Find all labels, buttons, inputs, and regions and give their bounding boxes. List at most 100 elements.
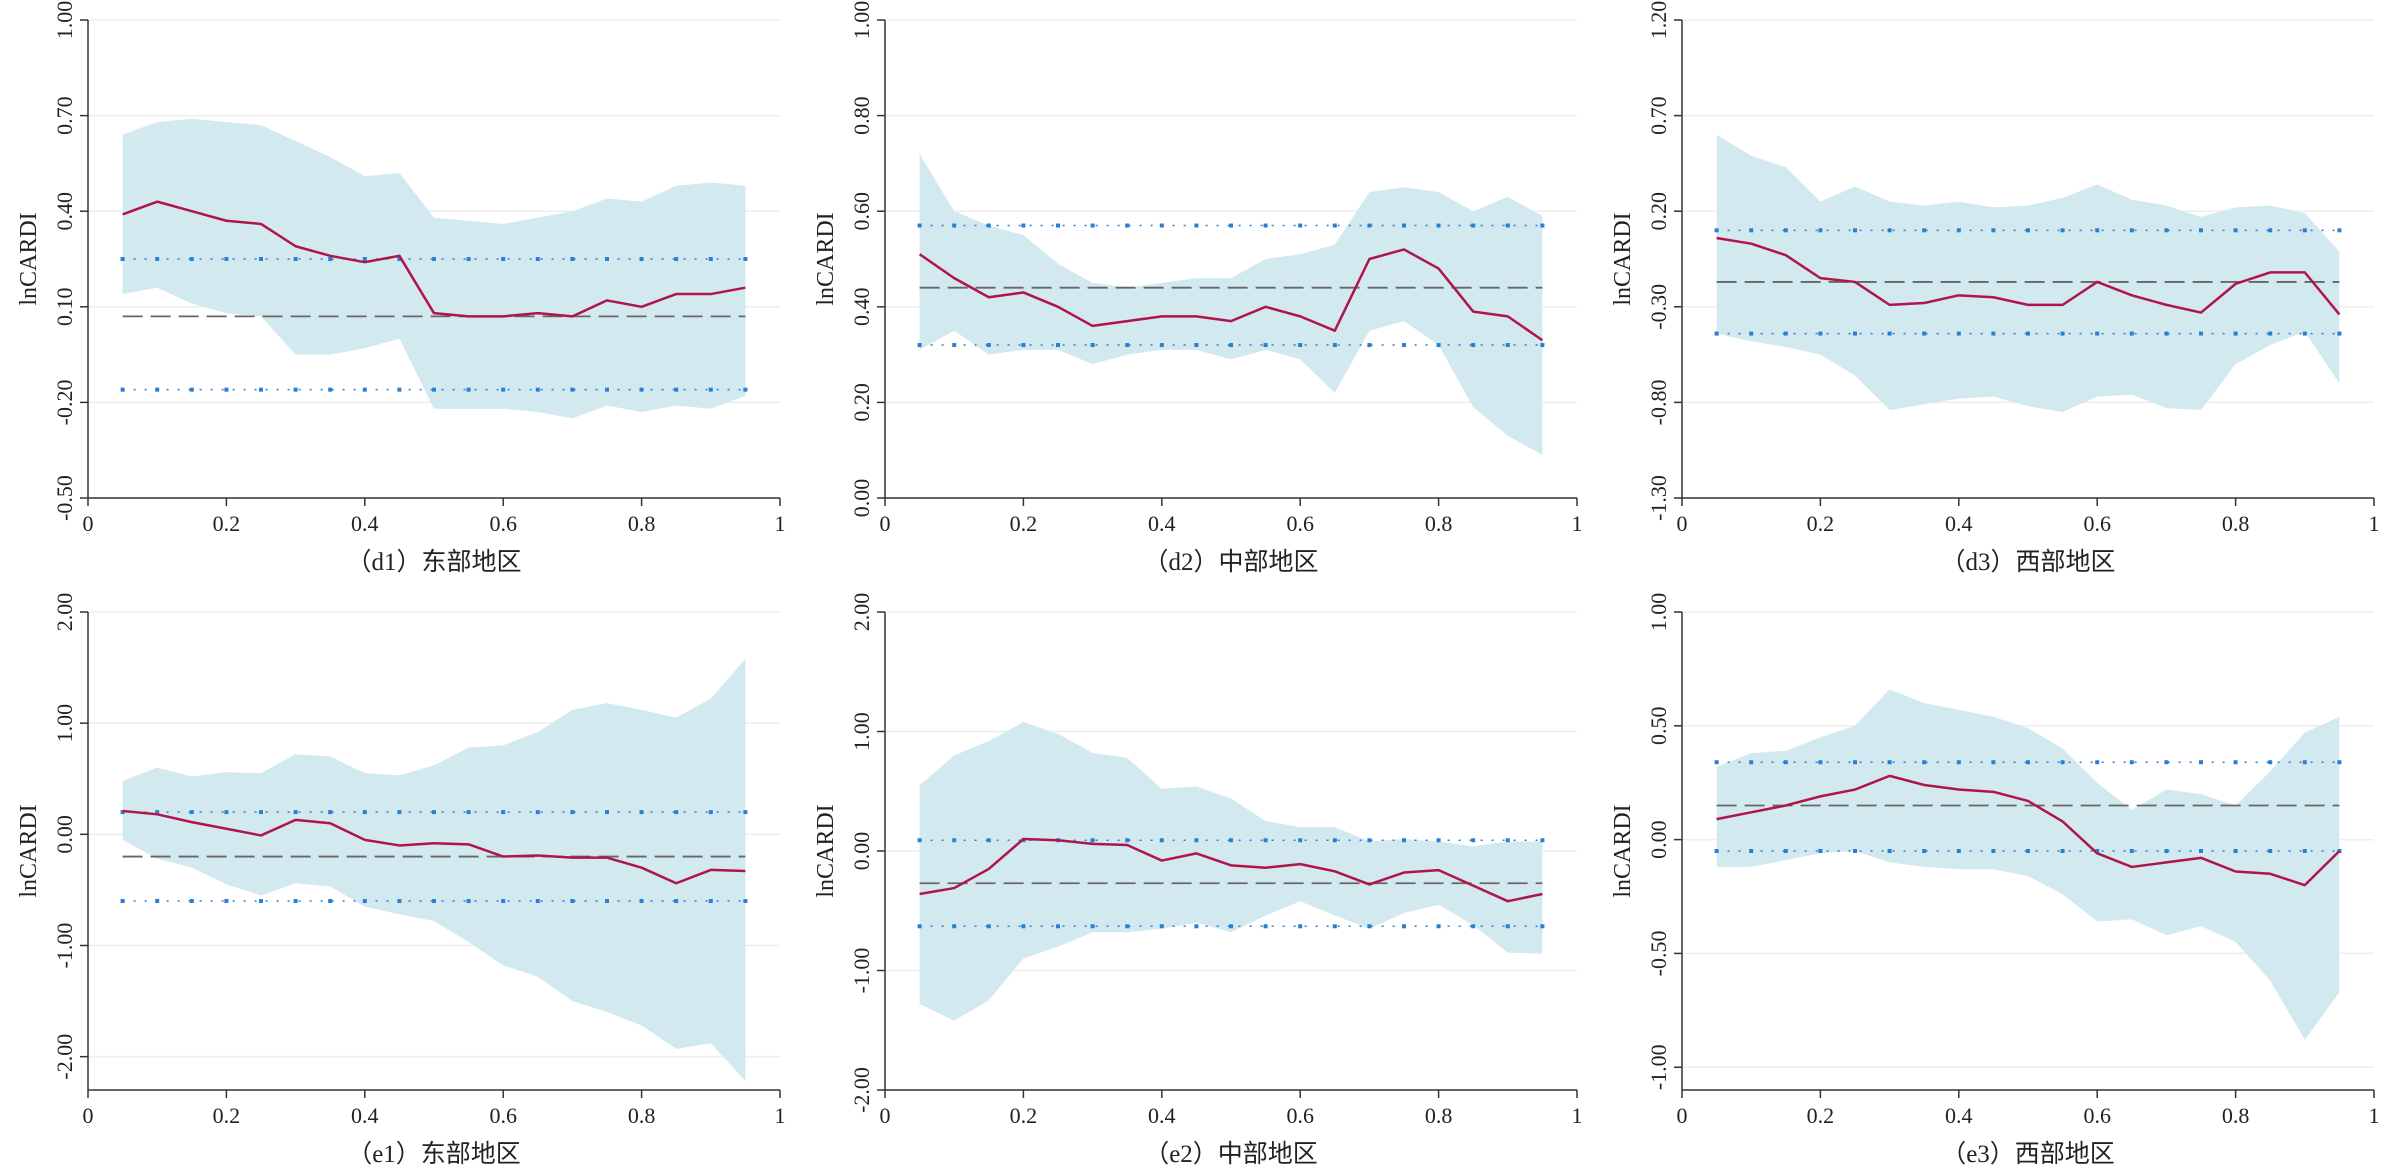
ols-ci-marker	[1402, 924, 1406, 929]
ols-ci-marker	[2337, 760, 2342, 765]
ols-ci-marker	[259, 257, 263, 261]
quantile-estimate-line	[918, 248, 1544, 342]
panel-d2: 0 0.2 0.4 0.6 0.8 1 0.00 0.20 0.40 0.60 0.80 1.00 ln…	[813, 1, 1583, 576]
ols-ci-marker	[362, 257, 367, 261]
x-tick-label: 0.2	[213, 511, 241, 536]
ols-ci-marker	[1367, 838, 1372, 843]
ols-ci-marker	[1956, 849, 1961, 853]
ols-ci-marker	[432, 387, 436, 392]
y-tick-label: 0.50	[1646, 707, 1671, 746]
ols-ci-marker	[952, 343, 957, 348]
ols-ci-marker	[1229, 924, 1233, 929]
ols-ci-marker	[2129, 331, 2134, 336]
ols-ci-marker	[1922, 849, 1927, 853]
x-tick-label: 0.2	[1807, 1103, 1835, 1128]
ols-ci-marker	[1194, 924, 1199, 929]
confidence-band	[919, 153, 1543, 455]
ols-ci-marker	[1298, 343, 1303, 348]
panel-caption: （d1）东部地区	[346, 548, 521, 576]
ols-ci-marker	[397, 899, 402, 904]
ols-ci-marker	[1471, 838, 1476, 843]
ols-ci-marker	[259, 899, 263, 904]
x-tick-label: 0.6	[489, 1103, 517, 1128]
ols-ci-marker	[1818, 849, 1823, 853]
ols-ci-marker	[1783, 760, 1788, 765]
x-tick-label: 0	[1677, 1103, 1688, 1128]
ols-ci-marker	[1540, 223, 1545, 228]
ols-ci-marker	[1436, 838, 1441, 843]
ols-ci-marker	[917, 838, 922, 843]
quantile-estimate-line	[1716, 774, 2341, 887]
ols-ci-marker	[1540, 924, 1545, 929]
ols-ci-marker	[952, 223, 957, 228]
ols-ci-marker	[2129, 228, 2134, 233]
ols-ci-marker	[2233, 849, 2238, 853]
ols-ci-marker	[1263, 924, 1268, 929]
ols-ci-marker	[259, 387, 263, 392]
ols-ci-marker	[2233, 331, 2238, 336]
ols-ci-marker	[1229, 838, 1233, 843]
ols-ci-marker	[1436, 343, 1441, 348]
ols-ci-marker	[639, 257, 644, 261]
ols-ci-marker	[2060, 849, 2065, 853]
y-tick-label: 1.00	[52, 704, 77, 743]
panel-caption: （d3）西部地区	[1940, 548, 2115, 576]
ols-ci-marker	[120, 899, 125, 904]
x-tick-label: 0.6	[2083, 511, 2111, 536]
ols-ci-marker	[397, 257, 402, 261]
ols-ci-marker	[1159, 924, 1164, 929]
ols-ci-marker	[1125, 838, 1130, 843]
ols-ci-marker	[917, 343, 922, 348]
y-tick-label: 1.00	[1646, 593, 1671, 632]
ols-ci-marker	[1818, 331, 1823, 336]
ols-ci-marker	[708, 810, 713, 815]
ols-ci-marker	[1714, 760, 1719, 765]
ols-ci-marker	[2026, 331, 2030, 336]
ols-ci-marker	[1956, 760, 1961, 765]
ols-ci-marker	[2164, 849, 2169, 853]
ols-ci-marker	[708, 899, 713, 904]
ols-ci-marker	[605, 810, 609, 815]
ols-ci-marker	[1887, 331, 1892, 336]
ols-ci-marker	[293, 387, 298, 392]
ols-ci-marker	[397, 387, 402, 392]
y-tick-label: 0.70	[1646, 96, 1671, 135]
y-axis-title: lnCARDI	[1610, 212, 1636, 305]
y-tick-label: 0.10	[52, 288, 77, 327]
ols-ci-marker	[432, 810, 436, 815]
ols-ci-marker	[535, 257, 540, 261]
ols-ci-marker	[1749, 228, 1754, 233]
panel-e3: 0 0.2 0.4 0.6 0.8 1 -1.00 -0.50 0.00 0.50 1.00 lnCA…	[1610, 593, 2380, 1167]
y-tick-label: -0.50	[1646, 931, 1671, 977]
ols-ci-marker	[2337, 228, 2342, 233]
ols-ci-marker	[1194, 223, 1199, 228]
quantile-estimate-line	[122, 200, 746, 318]
ols-ci-marker	[1714, 228, 1719, 233]
ols-ci-marker	[1853, 331, 1857, 336]
ols-ci-marker	[120, 257, 125, 261]
x-tick-label: 0.6	[489, 511, 517, 536]
ols-ci-marker	[986, 343, 991, 348]
y-axis-title: lnCARDI	[813, 212, 839, 305]
ols-ci-marker	[1922, 331, 1927, 336]
panel-e1: 0 0.2 0.4 0.6 0.8 1 -2.00 -1.00 0.00 1.00 2.00 lnCA…	[16, 593, 786, 1167]
ols-ci-marker	[639, 810, 644, 815]
ols-ci-marker	[1783, 228, 1788, 233]
y-tick-label: 0.00	[849, 832, 874, 871]
y-tick-label: 0.20	[849, 383, 874, 422]
ols-ci-marker	[1125, 223, 1130, 228]
ols-ci-marker	[1853, 228, 1857, 233]
panel-caption: （e2）中部地区	[1144, 1140, 1318, 1167]
ols-ci-marker	[224, 257, 229, 261]
x-tick-label: 0.6	[2083, 1103, 2111, 1128]
ols-ci-marker	[224, 810, 229, 815]
panel-caption: （e1）东部地区	[347, 1140, 521, 1167]
ols-ci-marker	[1818, 760, 1823, 765]
ols-ci-marker	[1505, 924, 1510, 929]
x-tick-label: 0	[880, 1103, 891, 1128]
ols-ci-marker	[501, 387, 506, 392]
y-tick-label: 2.00	[52, 593, 77, 632]
y-axis-title: lnCARDI	[813, 804, 839, 897]
ols-ci-marker	[2199, 228, 2203, 233]
x-tick-label: 0.8	[1425, 511, 1453, 536]
